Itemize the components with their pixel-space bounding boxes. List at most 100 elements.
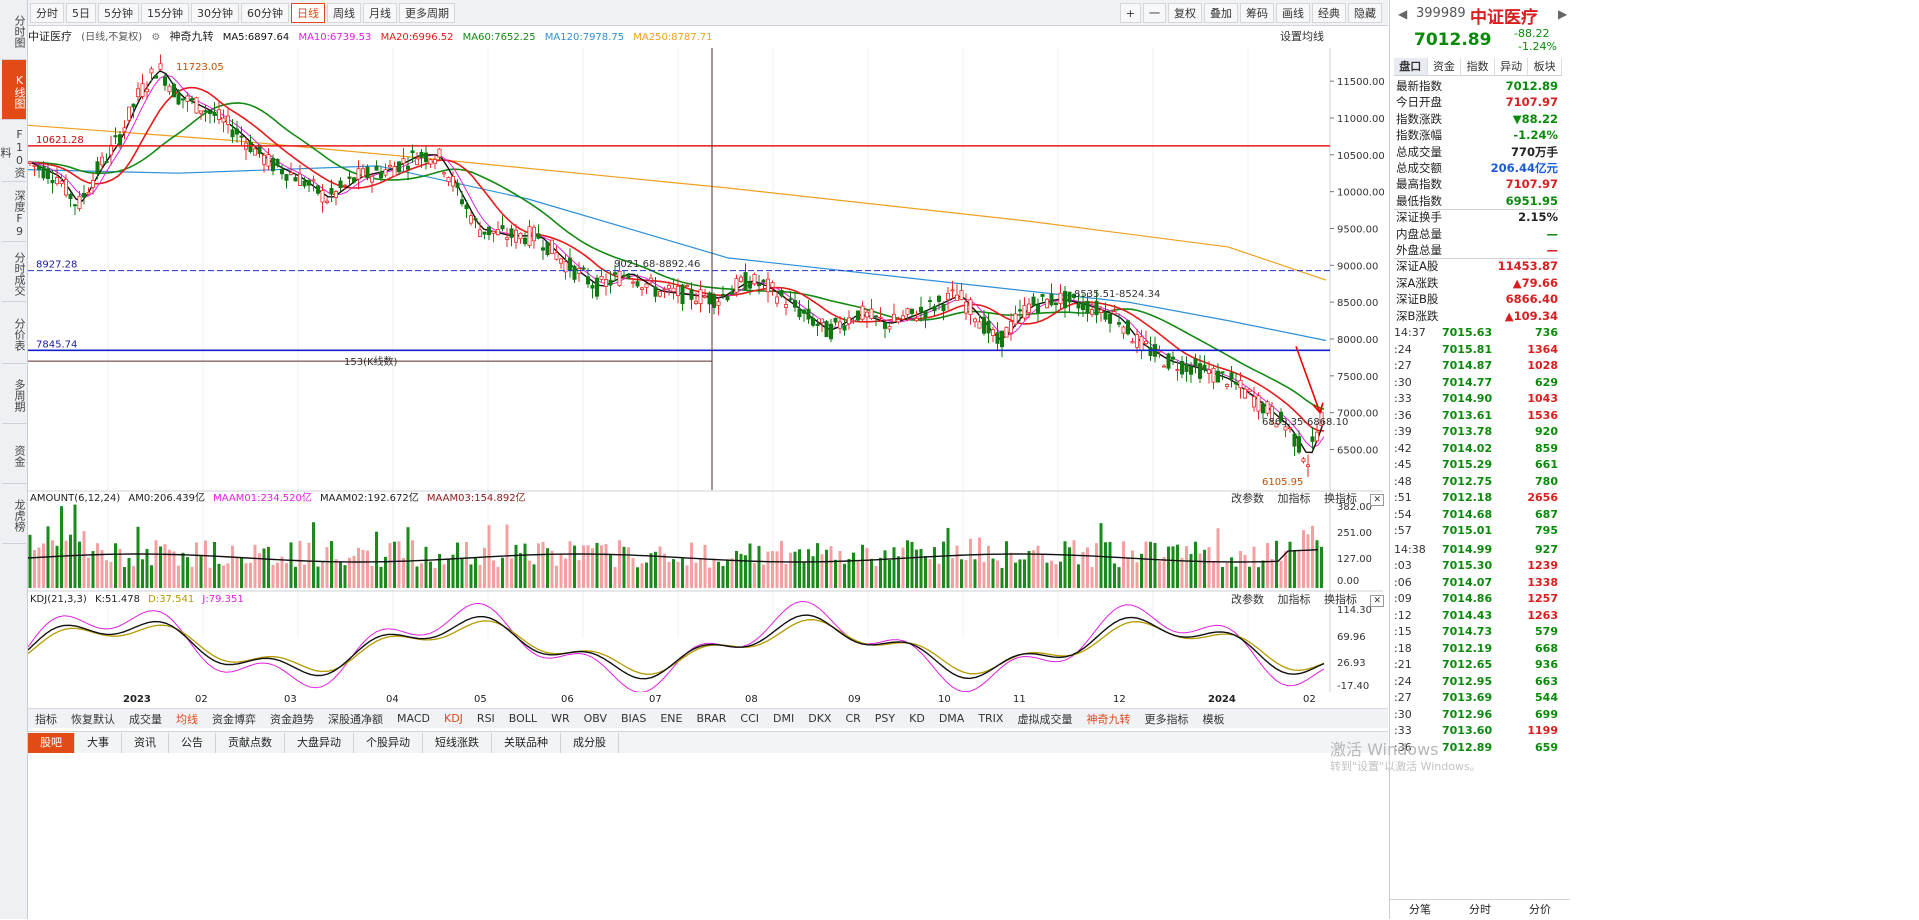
sidebar-tab-5[interactable]: 分价表 <box>2 302 26 364</box>
quote-tab-2[interactable]: 指数 <box>1461 58 1495 75</box>
bottom-tab-1[interactable]: 大事 <box>75 732 122 753</box>
candle-body <box>721 293 726 296</box>
indicator-tab-23[interactable]: TRIX <box>978 712 1004 725</box>
indicator-tab-0[interactable]: 指标 <box>35 712 57 726</box>
indicator-tab-20[interactable]: PSY <box>874 712 896 725</box>
period-button-3[interactable]: 15分钟 <box>141 2 189 23</box>
bottom-tab-0[interactable]: 股吧 <box>28 732 75 753</box>
indicator-tab-7[interactable]: MACD <box>397 712 430 725</box>
indicator-tab-12[interactable]: OBV <box>583 712 608 725</box>
bottom-tab-6[interactable]: 个股异动 <box>354 732 423 753</box>
ma-settings-button[interactable]: 设置均线 <box>1280 30 1324 43</box>
edit-params-button[interactable]: 改参数 <box>1230 492 1264 505</box>
indicator-tab-3[interactable]: 均线 <box>176 712 198 726</box>
chevron-left-icon[interactable]: ◀ <box>1398 7 1408 21</box>
indicator-tab-13[interactable]: BIAS <box>621 712 647 725</box>
bottom-tab-2[interactable]: 资讯 <box>122 732 169 753</box>
indicator-tab-25[interactable]: 神奇九转 <box>1086 712 1131 726</box>
indicator-tab-4[interactable]: 资金博弈 <box>212 712 256 726</box>
toolbar-right-button-5[interactable]: 画线 <box>1276 3 1310 23</box>
stat-label: 最高指数 <box>1396 177 1442 192</box>
chevron-right-icon[interactable]: ▶ <box>1558 7 1568 21</box>
indicator-tab-6[interactable]: 深股通净额 <box>328 712 383 726</box>
indicator-tab-11[interactable]: WR <box>551 712 570 725</box>
add-indicator-button[interactable]: 加指标 <box>1277 593 1311 606</box>
period-button-2[interactable]: 5分钟 <box>98 2 139 23</box>
bottom-tab-4[interactable]: 贡献点数 <box>216 732 285 753</box>
indicator-tab-26[interactable]: 更多指标 <box>1144 712 1189 726</box>
toolbar-right-button-6[interactable]: 经典 <box>1312 3 1346 23</box>
indicator-tab-9[interactable]: RSI <box>476 712 495 725</box>
period-button-7[interactable]: 周线 <box>327 2 361 23</box>
toolbar-right-button-0[interactable]: + <box>1119 3 1141 23</box>
candle-body <box>1040 294 1045 297</box>
switch-indicator-button[interactable]: 换指标 <box>1323 492 1357 505</box>
toolbar-right-button-7[interactable]: 隐藏 <box>1348 3 1382 23</box>
bottom-tab-5[interactable]: 大盘异动 <box>285 732 354 753</box>
indicator-tab-19[interactable]: CR <box>845 712 861 725</box>
toolbar-right-button-2[interactable]: 复权 <box>1168 3 1202 23</box>
quote-tab-1[interactable]: 资金 <box>1428 58 1462 75</box>
period-button-1[interactable]: 5日 <box>66 2 96 23</box>
indicator-tab-10[interactable]: BOLL <box>508 712 538 725</box>
toolbar-right-button-4[interactable]: 筹码 <box>1240 3 1274 23</box>
amount-bar <box>847 558 851 588</box>
candle-body <box>41 166 46 179</box>
indicator-tab-15[interactable]: BRAR <box>696 712 727 725</box>
period-button-6[interactable]: 日线 <box>291 2 325 23</box>
indicator-tab-16[interactable]: CCI <box>740 712 759 725</box>
indicator-tab-14[interactable]: ENE <box>660 712 683 725</box>
quote-tab-0[interactable]: 盘口 <box>1394 58 1428 75</box>
quote-bottom-tab-0[interactable]: 分笔 <box>1409 903 1431 916</box>
switch-indicator-button[interactable]: 换指标 <box>1323 593 1357 606</box>
bottom-tab-3[interactable]: 公告 <box>169 732 216 753</box>
indicator-tab-8[interactable]: KDJ <box>443 712 463 725</box>
tick-price: 7013.61 <box>1442 408 1493 422</box>
toolbar-right-button-1[interactable]: 一 <box>1143 3 1166 23</box>
add-indicator-button[interactable]: 加指标 <box>1277 492 1311 505</box>
quote-bottom-tab-2[interactable]: 分价 <box>1529 903 1551 916</box>
stat-row: 深B涨跌 ▲109.34 <box>1396 308 1558 324</box>
indicator-tab-1[interactable]: 恢复默认 <box>71 712 115 726</box>
candle-body <box>1243 388 1248 399</box>
sidebar-tab-4[interactable]: 分时成交 <box>2 242 26 302</box>
close-icon[interactable]: ✕ <box>1370 494 1384 506</box>
quote-tab-3[interactable]: 异动 <box>1495 58 1529 75</box>
indicator-tab-18[interactable]: DKX <box>808 712 832 725</box>
indicator-tab-22[interactable]: DMA <box>938 712 965 725</box>
quote-bottom-tab-1[interactable]: 分时 <box>1469 903 1491 916</box>
sidebar-tab-3[interactable]: 深度F9 <box>2 182 26 242</box>
indicator-tab-2[interactable]: 成交量 <box>129 712 162 726</box>
period-button-0[interactable]: 分时 <box>30 2 64 23</box>
indicator-tab-27[interactable]: 模板 <box>1202 712 1225 726</box>
toolbar-right-button-3[interactable]: 叠加 <box>1204 3 1238 23</box>
bottom-tab-7[interactable]: 短线涨跌 <box>423 732 492 753</box>
indicator-tab-21[interactable]: KD <box>909 712 925 725</box>
indicator-tab-24[interactable]: 虚拟成交量 <box>1017 712 1073 726</box>
amount-bar <box>1284 551 1287 588</box>
sidebar-tab-8[interactable]: 龙虎榜 <box>2 484 26 544</box>
period-button-4[interactable]: 30分钟 <box>191 2 239 23</box>
indicator-tab-5[interactable]: 资金趋势 <box>270 712 314 726</box>
edit-params-button[interactable]: 改参数 <box>1230 593 1264 606</box>
sidebar-tab-7[interactable]: 资金 <box>2 424 26 484</box>
sidebar-tab-0[interactable]: 分时图 <box>2 0 26 60</box>
period-button-8[interactable]: 月线 <box>363 2 397 23</box>
bottom-tab-9[interactable]: 成分股 <box>561 732 619 753</box>
candle-body <box>446 177 451 182</box>
indicator-name[interactable]: 神奇九转 <box>169 30 214 43</box>
sidebar-tab-6[interactable]: 多周期 <box>2 364 26 424</box>
amount-bar <box>793 551 797 588</box>
candle-body <box>486 226 491 236</box>
sidebar-tab-2[interactable]: F10资料 <box>0 120 26 182</box>
settings-icon[interactable]: ⚙ <box>151 32 161 43</box>
sidebar-tab-1[interactable]: K线图 <box>2 60 26 120</box>
period-button-5[interactable]: 60分钟 <box>241 2 289 23</box>
period-button-9[interactable]: 更多周期 <box>399 2 455 23</box>
candle-body <box>536 233 541 239</box>
close-icon[interactable]: ✕ <box>1370 595 1384 607</box>
indicator-tab-17[interactable]: DMI <box>773 712 795 725</box>
chart-area[interactable]: 10621.28 8927.28 7845.74 153(K线数) 11723.05 61… <box>28 48 1388 692</box>
bottom-tab-8[interactable]: 关联品种 <box>492 732 561 753</box>
quote-tab-4[interactable]: 板块 <box>1528 58 1562 75</box>
